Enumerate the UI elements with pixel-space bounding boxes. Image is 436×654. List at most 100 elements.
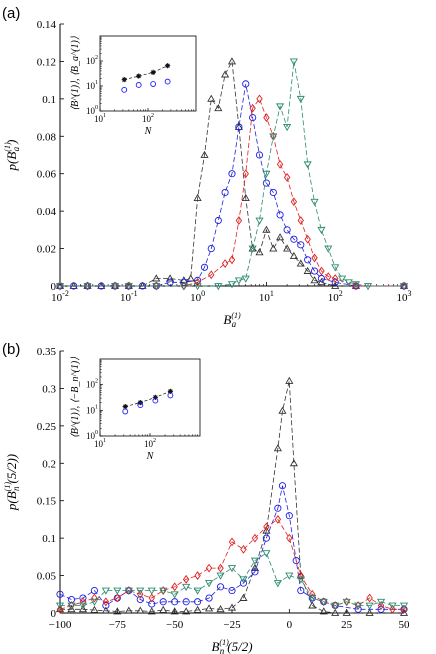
y-tick-label: 0.14 <box>37 19 57 31</box>
y-tick-label: 0.02 <box>37 244 56 256</box>
data-point <box>399 608 409 616</box>
data-point <box>193 283 202 291</box>
data-point <box>292 557 300 565</box>
data-point <box>180 278 188 286</box>
data-point <box>90 605 99 613</box>
data-point <box>186 274 195 282</box>
inset-x-axis-label: N <box>144 126 153 137</box>
inset-series-star <box>121 63 171 83</box>
inset-y-axis-label: ⟨B^(1)⟩, ⟨−B_n^(1)⟩ <box>70 357 81 438</box>
data-point <box>221 259 229 268</box>
data-point <box>90 598 99 606</box>
data-point <box>263 522 270 532</box>
inset-x-tick-label: 101 <box>94 113 106 124</box>
y-axis-label: p(B(1)a) <box>3 140 21 172</box>
data-point <box>262 170 271 178</box>
data-point <box>286 533 293 543</box>
data-point <box>166 278 174 286</box>
data-point <box>69 281 78 289</box>
data-point <box>269 133 278 141</box>
data-point <box>91 593 98 603</box>
series-triangle-up <box>55 376 409 616</box>
inset-x-tick-label: 101 <box>94 438 106 449</box>
data-point <box>200 150 209 158</box>
x-tick-label: 10-1 <box>120 289 138 304</box>
data-point <box>228 170 236 178</box>
data-point <box>137 589 144 599</box>
data-point <box>101 606 110 614</box>
inset-y-tick-label: 101 <box>86 80 98 91</box>
inset-frame <box>99 35 197 112</box>
data-point <box>205 594 213 602</box>
data-point <box>251 533 259 543</box>
data-point <box>278 482 287 490</box>
x-tick-label: 25 <box>341 619 353 631</box>
data-point <box>331 281 340 289</box>
data-point <box>79 594 87 602</box>
inset-frame <box>99 358 201 437</box>
data-point <box>179 283 188 291</box>
x-tick-label: 100 <box>190 289 205 304</box>
data-point <box>152 283 161 291</box>
data-point <box>102 597 110 607</box>
data-point <box>239 593 248 601</box>
data-point <box>228 586 236 595</box>
data-point <box>363 283 373 291</box>
data-point <box>275 233 285 241</box>
data-point <box>344 279 353 287</box>
data-point <box>296 571 305 579</box>
data-point <box>285 376 294 384</box>
data-point <box>138 281 147 289</box>
inset-data-point <box>121 77 127 83</box>
data-point <box>399 283 409 291</box>
data-point <box>276 159 284 169</box>
data-point <box>194 598 202 606</box>
x-tick-label: −50 <box>166 619 184 631</box>
inset-y-tick-label: 102 <box>86 379 98 390</box>
data-point <box>376 598 386 606</box>
data-point <box>311 253 318 263</box>
data-point <box>170 591 179 599</box>
series-line <box>60 98 404 287</box>
data-point <box>283 124 292 132</box>
data-point <box>227 57 237 65</box>
data-point <box>283 226 291 234</box>
data-point <box>263 113 270 122</box>
data-point <box>242 169 249 179</box>
y-tick-label: 0.25 <box>37 421 57 433</box>
y-tick-label: 0 <box>51 608 57 620</box>
data-point <box>101 587 110 595</box>
data-point <box>342 608 351 616</box>
data-point <box>208 270 215 280</box>
y-tick-label: 0.3 <box>42 383 56 395</box>
data-point <box>217 563 224 573</box>
data-point <box>297 586 305 595</box>
data-point <box>255 151 264 159</box>
data-point <box>147 607 156 615</box>
data-point <box>283 173 291 182</box>
y-tick-label: 0.06 <box>37 169 57 181</box>
data-point <box>285 572 294 580</box>
panel-a-label: (a) <box>2 5 20 22</box>
data-point <box>310 267 319 275</box>
inset-data-point <box>167 392 174 399</box>
series-line <box>59 518 404 610</box>
data-point <box>216 572 225 580</box>
data-point <box>354 605 362 613</box>
data-point <box>124 283 133 291</box>
data-point <box>389 604 396 614</box>
data-point <box>241 193 250 201</box>
inset-series-circle <box>121 78 171 93</box>
inset-data-point <box>164 63 171 69</box>
panel-b-label: (b) <box>2 341 20 358</box>
data-point <box>269 244 278 252</box>
data-point <box>273 580 282 588</box>
data-point <box>377 605 385 613</box>
data-point <box>324 245 333 253</box>
inset-data-point <box>137 402 144 409</box>
data-point <box>124 606 133 614</box>
series-line <box>60 60 404 287</box>
data-point <box>249 103 256 113</box>
data-point <box>319 607 328 615</box>
